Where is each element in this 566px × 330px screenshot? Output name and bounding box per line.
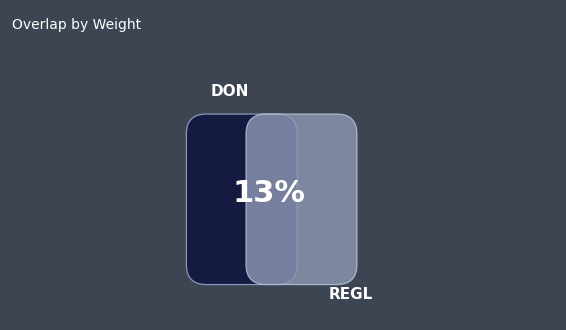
Text: Overlap by Weight: Overlap by Weight [12, 17, 142, 31]
Text: 13%: 13% [232, 179, 305, 208]
Text: REGL: REGL [328, 286, 372, 302]
FancyBboxPatch shape [246, 114, 357, 284]
FancyBboxPatch shape [186, 114, 297, 284]
Text: DON: DON [211, 84, 249, 99]
